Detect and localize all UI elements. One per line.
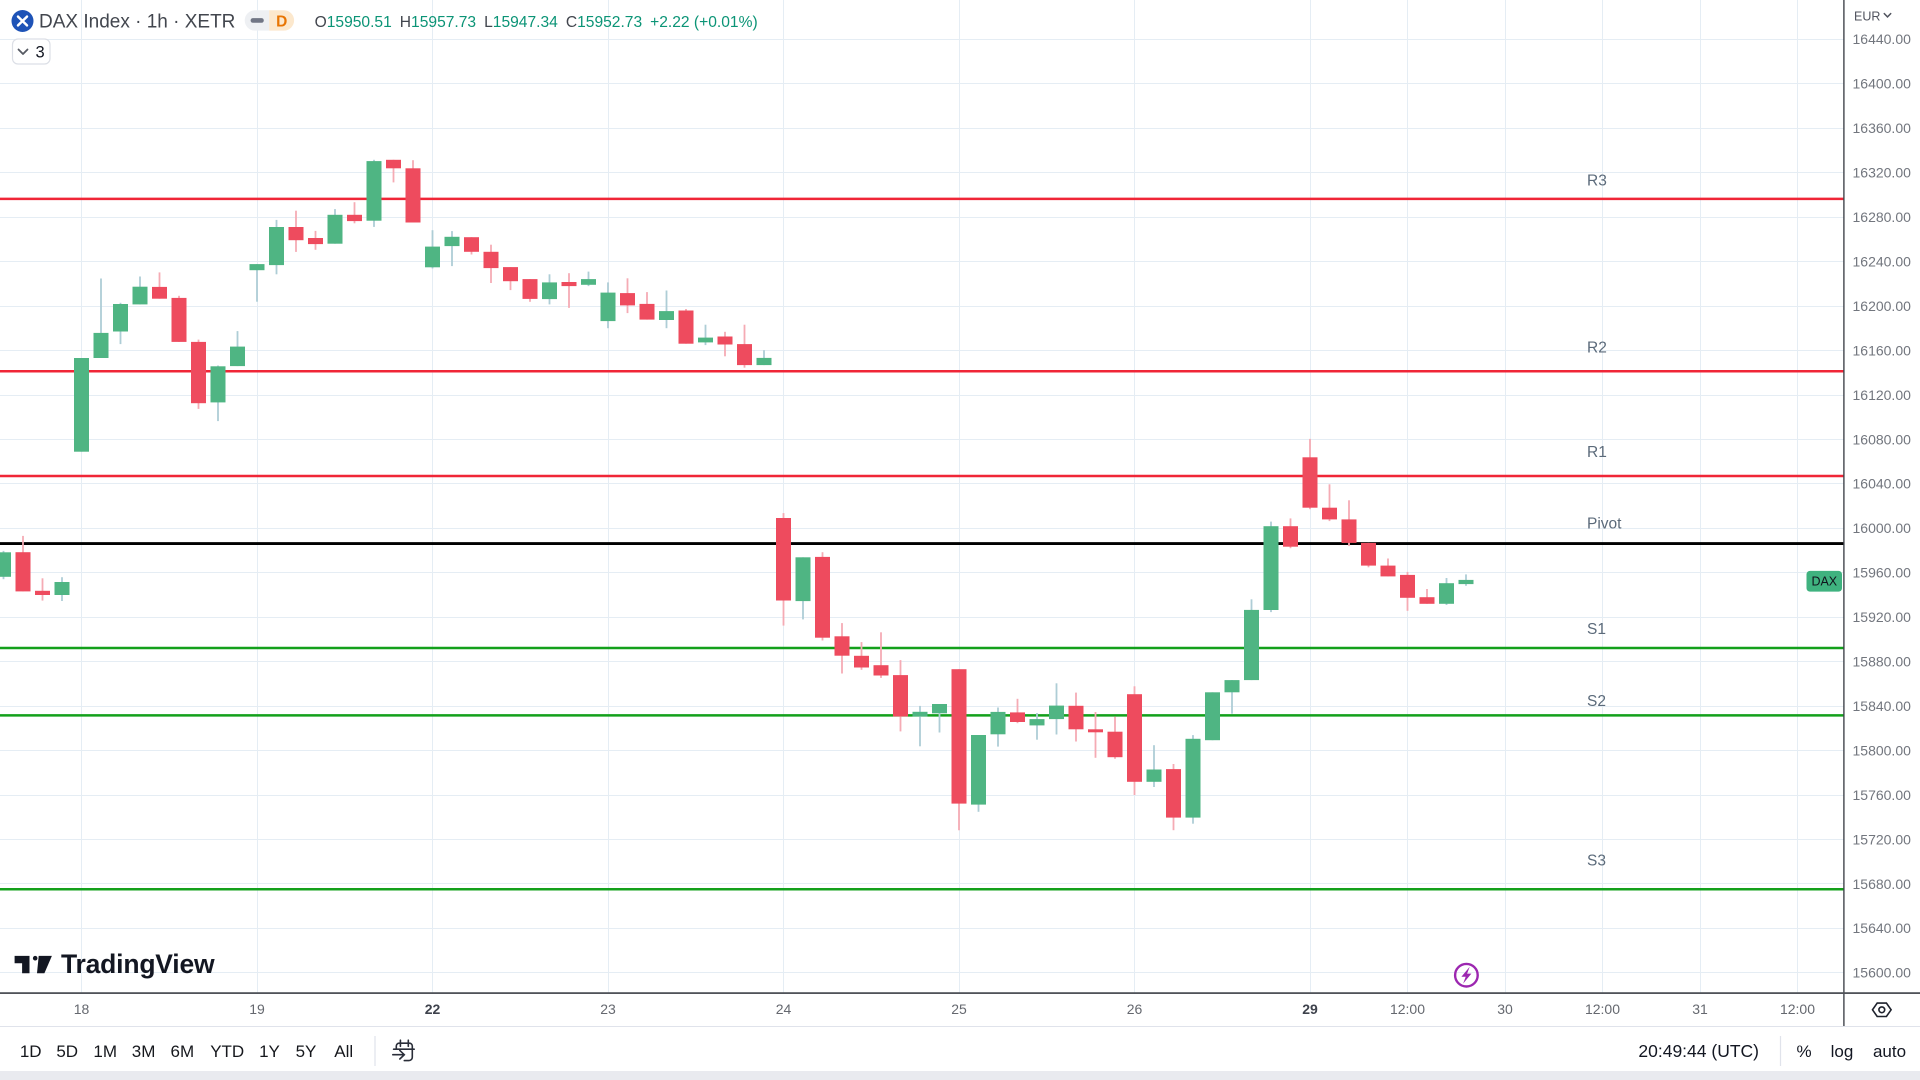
svg-text:1D: 1D (20, 1042, 42, 1061)
svg-text:15760.00: 15760.00 (1853, 787, 1912, 803)
svg-text:S3: S3 (1587, 852, 1606, 869)
svg-text:R3: R3 (1587, 173, 1607, 190)
svg-text:15960.00: 15960.00 (1853, 565, 1912, 581)
svg-text:26: 26 (1127, 1001, 1143, 1017)
svg-text:S2: S2 (1587, 693, 1606, 710)
svg-text:16320.00: 16320.00 (1853, 165, 1912, 181)
svg-text:15800.00: 15800.00 (1853, 742, 1912, 758)
svg-text:1M: 1M (93, 1042, 117, 1061)
svg-text:23: 23 (600, 1001, 616, 1017)
svg-text:15680.00: 15680.00 (1853, 876, 1912, 892)
svg-text:22: 22 (425, 1001, 441, 1017)
svg-text:6M: 6M (170, 1042, 194, 1061)
svg-text:16280.00: 16280.00 (1853, 209, 1912, 225)
svg-text:1Y: 1Y (259, 1042, 280, 1061)
svg-text:31: 31 (1692, 1001, 1708, 1017)
svg-text:R2: R2 (1587, 340, 1607, 357)
svg-text:25: 25 (951, 1001, 967, 1017)
svg-text:TradingView: TradingView (61, 949, 215, 979)
svg-text:19: 19 (249, 1001, 265, 1017)
svg-text:16400.00: 16400.00 (1853, 76, 1912, 92)
svg-text:30: 30 (1497, 1001, 1513, 1017)
svg-text:16200.00: 16200.00 (1853, 298, 1912, 314)
svg-text:16440.00: 16440.00 (1853, 31, 1912, 47)
svg-text:16360.00: 16360.00 (1853, 120, 1912, 136)
svg-text:16040.00: 16040.00 (1853, 476, 1912, 492)
svg-text:12:00: 12:00 (1780, 1001, 1815, 1017)
svg-text:S1: S1 (1587, 621, 1606, 638)
svg-text:EUR: EUR (1854, 10, 1880, 24)
svg-text:15720.00: 15720.00 (1853, 831, 1912, 847)
svg-text:16000.00: 16000.00 (1853, 520, 1912, 536)
svg-text:R1: R1 (1587, 444, 1607, 461)
svg-text:D: D (276, 14, 287, 31)
svg-text:16080.00: 16080.00 (1853, 431, 1912, 447)
svg-text:auto: auto (1873, 1042, 1906, 1061)
svg-text:5D: 5D (56, 1042, 78, 1061)
svg-text:15920.00: 15920.00 (1853, 609, 1912, 625)
svg-text:log: log (1831, 1042, 1854, 1061)
svg-text:All: All (334, 1042, 353, 1061)
svg-text:24: 24 (776, 1001, 792, 1017)
svg-text:15600.00: 15600.00 (1853, 965, 1912, 981)
svg-text:DAX Index · 1h · XETR: DAX Index · 1h · XETR (39, 12, 235, 33)
svg-text:5Y: 5Y (296, 1042, 317, 1061)
svg-text:12:00: 12:00 (1390, 1001, 1425, 1017)
svg-text:15880.00: 15880.00 (1853, 654, 1912, 670)
svg-text:16240.00: 16240.00 (1853, 254, 1912, 270)
svg-text:3M: 3M (132, 1042, 156, 1061)
svg-text:15840.00: 15840.00 (1853, 698, 1912, 714)
svg-text:29: 29 (1302, 1001, 1318, 1017)
svg-text:20:49:44 (UTC): 20:49:44 (UTC) (1638, 1041, 1759, 1061)
svg-text:16120.00: 16120.00 (1853, 387, 1912, 403)
svg-text:18: 18 (74, 1001, 90, 1017)
svg-text:Pivot: Pivot (1587, 516, 1622, 533)
svg-text:16160.00: 16160.00 (1853, 342, 1912, 358)
svg-text:3: 3 (36, 44, 45, 62)
svg-text:YTD: YTD (210, 1042, 244, 1061)
svg-text:12:00: 12:00 (1585, 1001, 1620, 1017)
svg-text:DAX: DAX (1811, 575, 1837, 589)
svg-text:%: % (1796, 1042, 1811, 1061)
svg-text:15640.00: 15640.00 (1853, 920, 1912, 936)
